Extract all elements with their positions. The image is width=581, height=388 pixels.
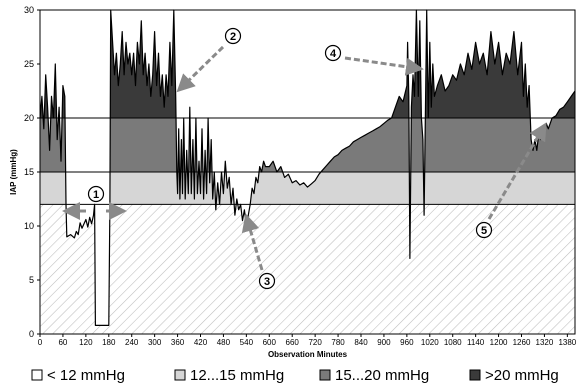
x-tick-label: 1080: [444, 338, 462, 347]
x-tick-label: 720: [308, 338, 322, 347]
x-tick-label: 60: [58, 338, 67, 347]
annotation-marker: [258, 272, 276, 290]
legend-item: 12...15 mmHg: [174, 367, 284, 384]
x-tick-label: 1380: [558, 338, 576, 347]
x-tick-label: 1260: [513, 338, 531, 347]
y-tick-label: 20: [24, 113, 34, 123]
annotation-marker: [475, 221, 493, 239]
x-tick-label: 120: [79, 338, 93, 347]
annotation-marker: [87, 185, 105, 203]
x-tick-label: 420: [194, 338, 208, 347]
x-tick-label: 0: [38, 338, 43, 347]
y-axis-title: IAP (mmHg): [9, 149, 18, 195]
legend-label: < 12 mmHg: [47, 367, 125, 384]
annotation-label: 5: [481, 225, 487, 237]
legend-swatch: [469, 369, 481, 381]
annotations: 1 2 3 4 5: [62, 27, 547, 290]
annotation-label: 3: [264, 276, 270, 288]
annotation-5: 5: [475, 122, 547, 239]
x-tick-label: 540: [240, 338, 254, 347]
band-15-20: [40, 118, 575, 172]
y-tick-label: 5: [29, 275, 34, 285]
x-tick-label: 180: [102, 338, 116, 347]
plot-area: [39, 9, 576, 334]
y-tick-label: 10: [24, 221, 34, 231]
x-tick-label: 600: [263, 338, 277, 347]
x-tick-label: 1020: [421, 338, 439, 347]
x-tick-label: 360: [171, 338, 185, 347]
legend-item: 15...20 mmHg: [319, 367, 429, 384]
x-tick-label: 660: [286, 338, 300, 347]
y-tick-label: 30: [24, 5, 34, 15]
band-below-12: [40, 204, 575, 334]
legend-label: 15...20 mmHg: [335, 367, 429, 384]
x-tick-label: 1320: [536, 338, 554, 347]
annotation-4: 4: [324, 44, 424, 76]
x-tick-label: 1140: [467, 338, 485, 347]
legend-label: 12...15 mmHg: [190, 367, 284, 384]
annotation-arrow: [344, 56, 424, 76]
y-tick-label: 25: [24, 59, 34, 69]
annotation-marker: [324, 44, 342, 62]
legend-swatch: [31, 369, 43, 381]
x-tick-label: 960: [400, 338, 414, 347]
annotation-marker: [224, 27, 242, 45]
legend-label: >20 mmHg: [485, 367, 559, 384]
annotation-1: 1: [62, 185, 127, 220]
annotation-label: 1: [93, 189, 99, 201]
annotation-arrow: [487, 122, 547, 220]
x-tick-label: 240: [125, 338, 139, 347]
legend-swatch: [319, 369, 331, 381]
annotation-arrow: [241, 213, 264, 271]
legend-swatch: [174, 369, 186, 381]
x-tick-label: 900: [377, 338, 391, 347]
legend-item: < 12 mmHg: [31, 367, 125, 384]
x-tick-label: 840: [354, 338, 368, 347]
legend: < 12 mmHg 12...15 mmHg 15...20 mmHg >20 mmH…: [31, 367, 559, 384]
annotation-3: 3: [241, 213, 276, 290]
x-tick-label: 300: [148, 338, 162, 347]
x-tick-label: 780: [331, 338, 345, 347]
x-axis-title: Observation Minutes: [268, 350, 348, 359]
annotation-label: 4: [330, 48, 337, 60]
legend-item: >20 mmHg: [469, 367, 559, 384]
annotation-arrow: [176, 45, 225, 93]
annotation-2: 2: [176, 27, 242, 93]
y-tick-label: 0: [29, 329, 34, 339]
x-tick-label: 1200: [490, 338, 508, 347]
y-tick-label: 15: [24, 167, 34, 177]
x-tick-label: 480: [217, 338, 231, 347]
annotation-label: 2: [230, 31, 236, 43]
band-12-15: [40, 172, 575, 205]
